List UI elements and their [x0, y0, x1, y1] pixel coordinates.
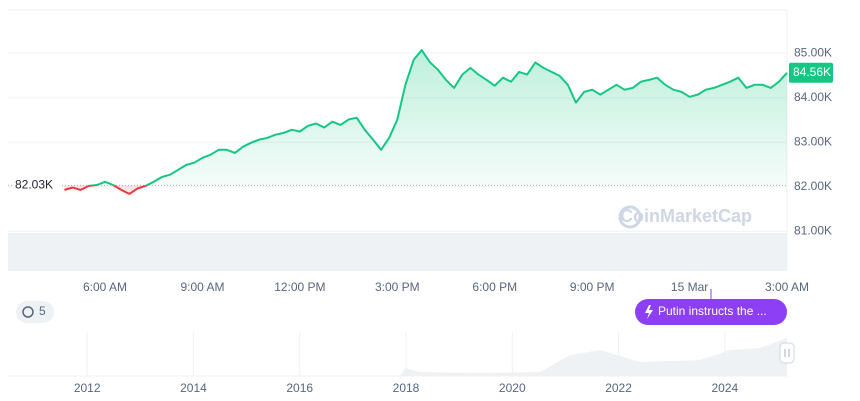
- navigator-tick-label: 2022: [605, 381, 632, 395]
- navigator-tick-label: 2024: [711, 381, 738, 395]
- history-count: 5: [39, 304, 46, 318]
- area-down: [64, 185, 787, 194]
- last-price-label: 84.56K: [793, 65, 831, 79]
- watermark-logo: [618, 205, 642, 229]
- y-tick-label: 85.00K: [794, 45, 832, 59]
- price-line: [87, 49, 788, 186]
- history-icon: [22, 306, 34, 318]
- y-tick-label: 81.00K: [794, 223, 832, 237]
- x-tick-label: 6:00 PM: [472, 280, 517, 294]
- history-badge[interactable]: 5: [16, 301, 54, 323]
- navigator-tick-label: 2012: [74, 381, 101, 395]
- navigator-tick-label: 2020: [499, 381, 526, 395]
- event-pill-bg[interactable]: [635, 299, 787, 325]
- event-text: Putin instructs the ...: [658, 304, 767, 318]
- navigator-tick-label: 2014: [180, 381, 207, 395]
- last-price-badge: [789, 62, 833, 83]
- navigator-tick-label: 2016: [286, 381, 313, 395]
- event-icon: [645, 305, 653, 319]
- y-tick-label: 83.00K: [794, 134, 832, 148]
- x-tick-label: 9:00 PM: [570, 280, 615, 294]
- x-tick-label: 12:00 PM: [274, 280, 325, 294]
- watermark: CoinMarketCap: [620, 206, 752, 226]
- x-tick-label: 3:00 AM: [765, 280, 809, 294]
- y-tick-label: 84.00K: [794, 90, 832, 104]
- y-tick-label: 82.00K: [794, 179, 832, 193]
- event-pill[interactable]: Putin instructs the ...: [635, 289, 787, 325]
- x-tick-label: 3:00 PM: [375, 280, 420, 294]
- x-tick-label: 6:00 AM: [83, 280, 127, 294]
- history-badge-bg[interactable]: [16, 301, 54, 323]
- baseline-label: 82.03K: [15, 178, 53, 192]
- navigator-tick-label: 2018: [393, 381, 420, 395]
- navigator-area: [8, 338, 787, 376]
- baseline-label-bg: [12, 177, 62, 194]
- area-up: [93, 50, 787, 186]
- x-tick-label: 9:00 AM: [180, 280, 224, 294]
- navigator-handle[interactable]: [779, 342, 795, 364]
- navigator: [8, 338, 795, 377]
- x-tick-label: 15 Mar: [671, 280, 708, 294]
- volume-area: [8, 233, 787, 271]
